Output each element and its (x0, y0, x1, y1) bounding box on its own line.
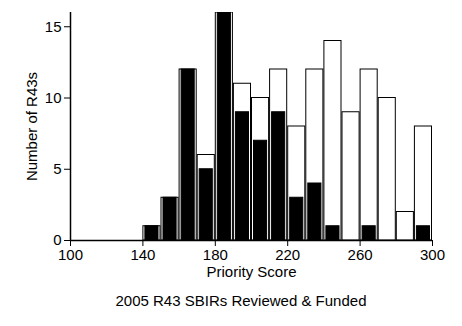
svg-text:180: 180 (203, 246, 228, 263)
svg-text:260: 260 (348, 246, 373, 263)
svg-text:15: 15 (45, 18, 62, 35)
svg-text:Number of R43s: Number of R43s (23, 72, 40, 181)
svg-text:5: 5 (53, 160, 61, 177)
svg-text:300: 300 (420, 246, 445, 263)
svg-text:220: 220 (275, 246, 300, 263)
svg-text:0: 0 (53, 231, 61, 248)
svg-text:10: 10 (45, 89, 62, 106)
html-text:2005 R43 SBIRs Reviewed & Fund: 2005 R43 SBIRs Reviewed & Funded (115, 292, 367, 309)
svg-text:Priority Score: Priority Score (206, 263, 296, 280)
svg-text:100: 100 (58, 246, 83, 263)
svg-text:140: 140 (130, 246, 155, 263)
